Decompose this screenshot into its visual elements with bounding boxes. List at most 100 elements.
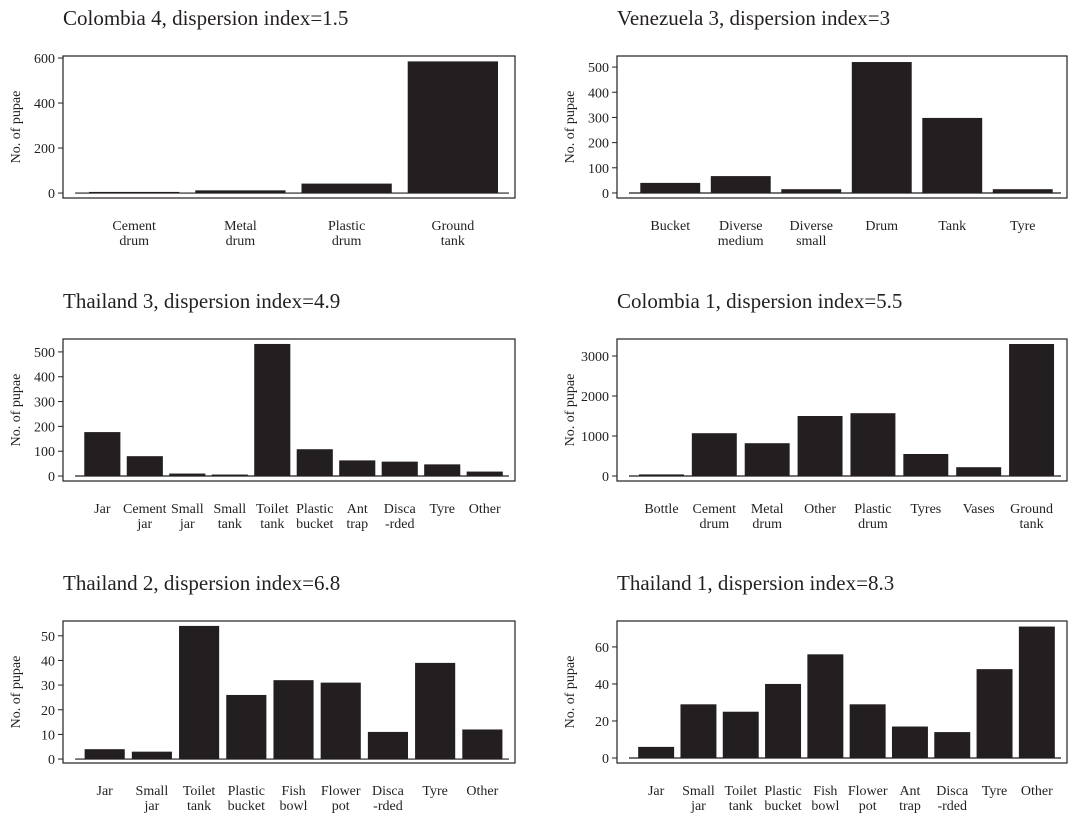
bar — [1018, 626, 1055, 759]
y-tick-label: 600 — [34, 52, 55, 67]
x-tick-label: Toilet tank — [725, 784, 758, 814]
y-axis-label: No. of pupae — [563, 91, 578, 164]
x-tick-label: Drum — [865, 219, 898, 234]
x-tick-label: Tyre — [982, 784, 1007, 799]
y-tick-label: 60 — [595, 641, 609, 656]
bar — [797, 416, 843, 476]
x-tick-label: Bucket — [650, 219, 690, 234]
y-tick-label: 500 — [34, 346, 55, 361]
y-tick-label: 50 — [41, 630, 55, 645]
y-tick-label: 400 — [588, 86, 609, 101]
plot-frame — [616, 338, 1068, 482]
x-tick-label: Jar — [94, 502, 111, 517]
bar — [179, 625, 220, 760]
bar — [254, 343, 291, 477]
bar — [922, 117, 983, 193]
bar — [89, 191, 180, 194]
x-tick-label: Flower pot — [321, 784, 361, 814]
x-tick-label: Disca -rded — [936, 784, 969, 814]
bar — [722, 711, 759, 759]
x-tick-label: Plastic drum — [328, 219, 365, 249]
x-tick-label: Jar — [648, 784, 665, 799]
bar — [640, 182, 701, 193]
y-tick-label: 100 — [34, 445, 55, 460]
bar — [424, 464, 461, 477]
x-tick-label: Disca -rded — [384, 502, 417, 532]
x-tick-label: Ground tank — [431, 219, 474, 249]
bar — [903, 454, 949, 476]
x-tick-label: Tyre — [1010, 219, 1035, 234]
bar — [956, 467, 1002, 476]
x-tick-label: Flower pot — [848, 784, 888, 814]
bar — [415, 662, 456, 760]
y-tick-label: 300 — [34, 396, 55, 411]
bar — [850, 413, 896, 476]
plot-frame — [62, 338, 516, 482]
bar — [638, 746, 675, 759]
y-tick-label: 2000 — [581, 390, 609, 405]
bar — [691, 433, 737, 476]
bar — [339, 460, 376, 477]
y-tick-label: 300 — [588, 111, 609, 126]
x-tick-label: Ground tank — [1010, 502, 1053, 532]
y-tick-label: 200 — [34, 142, 55, 157]
x-tick-label: Tyres — [910, 502, 941, 517]
y-tick-label: 400 — [34, 97, 55, 112]
x-tick-label: Jar — [97, 784, 114, 799]
x-tick-label: Small jar — [136, 784, 169, 814]
x-tick-label: Diverse small — [789, 219, 833, 249]
bar — [367, 731, 409, 760]
y-tick-label: 20 — [41, 704, 55, 719]
y-tick-label: 200 — [34, 420, 55, 435]
bar — [934, 732, 971, 759]
x-tick-label: Other — [1021, 784, 1053, 799]
bar — [301, 183, 392, 194]
plot-frame — [616, 620, 1068, 764]
x-tick-label: Fish bowl — [811, 784, 839, 814]
bar — [273, 680, 314, 760]
bar — [169, 473, 206, 477]
y-tick-label: 500 — [588, 61, 609, 76]
y-tick-label: 1000 — [581, 430, 609, 445]
x-tick-label: Tank — [938, 219, 966, 234]
x-tick-label: Cement drum — [693, 502, 737, 532]
bar — [466, 471, 503, 477]
x-tick-label: Cement drum — [112, 219, 156, 249]
chart-title: Venezuela 3, dispersion index=3 — [617, 6, 890, 30]
x-tick-label: Cement jar — [123, 502, 167, 532]
x-tick-label: Other — [804, 502, 836, 517]
x-tick-label: Ant trap — [346, 502, 368, 532]
y-tick-label: 100 — [588, 162, 609, 177]
x-tick-label: Diverse medium — [718, 219, 764, 249]
plot-frame — [616, 55, 1068, 199]
bar — [407, 61, 498, 194]
x-tick-label: Other — [469, 502, 501, 517]
bar — [710, 176, 771, 193]
y-tick-label: 3000 — [581, 350, 609, 365]
bar — [320, 682, 361, 760]
bar — [638, 474, 684, 476]
plot-frame — [62, 620, 516, 764]
x-tick-label: Other — [466, 784, 498, 799]
y-tick-label: 400 — [34, 371, 55, 386]
y-axis-label: No. of pupae — [563, 656, 578, 729]
x-tick-label: Fish bowl — [280, 784, 308, 814]
bar — [195, 190, 286, 194]
bar — [381, 461, 418, 477]
x-tick-label: Metal drum — [751, 502, 784, 532]
y-axis-label: No. of pupae — [9, 656, 24, 729]
x-tick-label: Metal drum — [224, 219, 257, 249]
x-tick-label: Plastic bucket — [764, 784, 801, 814]
x-tick-label: Ant trap — [899, 784, 921, 814]
y-tick-label: 0 — [602, 752, 609, 767]
y-tick-label: 0 — [602, 470, 609, 485]
y-tick-label: 40 — [41, 654, 55, 669]
y-tick-label: 0 — [602, 187, 609, 202]
x-tick-label: Disca -rded — [372, 784, 405, 814]
y-tick-label: 20 — [595, 715, 609, 730]
x-tick-label: Tyre — [430, 502, 455, 517]
bar — [807, 654, 844, 759]
chart-title: Colombia 1, dispersion index=5.5 — [617, 289, 902, 313]
chart-title: Thailand 1, dispersion index=8.3 — [617, 571, 894, 595]
